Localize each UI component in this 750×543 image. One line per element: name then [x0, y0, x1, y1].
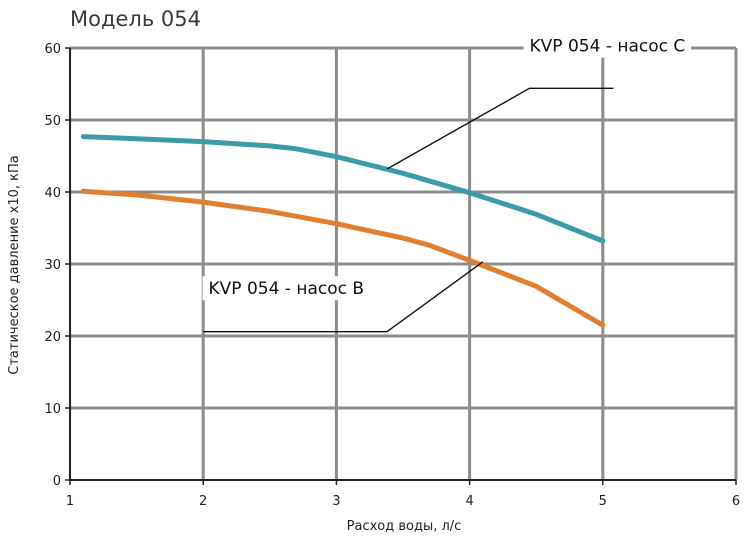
grid — [70, 46, 738, 480]
axes — [65, 47, 737, 485]
y-tick-label: 50 — [44, 114, 61, 129]
x-tick-label: 6 — [732, 494, 740, 509]
x-tick-label: 3 — [332, 494, 340, 509]
tick-labels: 0 10 20 30 40 50 60 1 2 3 4 5 6 — [44, 42, 740, 509]
y-axis-title: Статическое давление x10, кПа — [7, 155, 22, 375]
series-lines — [80, 134, 606, 328]
y-tick-label: 20 — [44, 330, 61, 345]
y-tick-label: 10 — [44, 402, 61, 417]
y-tick-label: 40 — [44, 186, 61, 201]
series-line-pump-b — [80, 188, 606, 328]
y-tick-label: 0 — [53, 474, 61, 489]
x-tick-label: 4 — [465, 494, 473, 509]
x-tick-label: 2 — [199, 494, 207, 509]
series-labels: KVP 054 - насос C KVP 054 - насос B — [202, 33, 692, 333]
series-label-pump-b-bg — [202, 276, 371, 301]
chart-title: Модель 054 — [70, 7, 201, 31]
series-label-pump-c-bg — [523, 33, 692, 58]
y-tick-label: 60 — [44, 42, 61, 57]
series-label-pump-b-leader — [203, 261, 484, 333]
x-axis-title: Расход воды, л/с — [347, 519, 462, 534]
series-label-pump-c: KVP 054 - насос C — [530, 37, 686, 57]
y-tick-label: 30 — [44, 258, 61, 273]
series-label-pump-c-leader — [386, 87, 614, 170]
series-label-pump-b: KVP 054 - насос B — [209, 279, 365, 299]
series-line-pump-c — [80, 134, 606, 244]
x-tick-label: 5 — [599, 494, 607, 509]
x-tick-label: 1 — [66, 494, 74, 509]
